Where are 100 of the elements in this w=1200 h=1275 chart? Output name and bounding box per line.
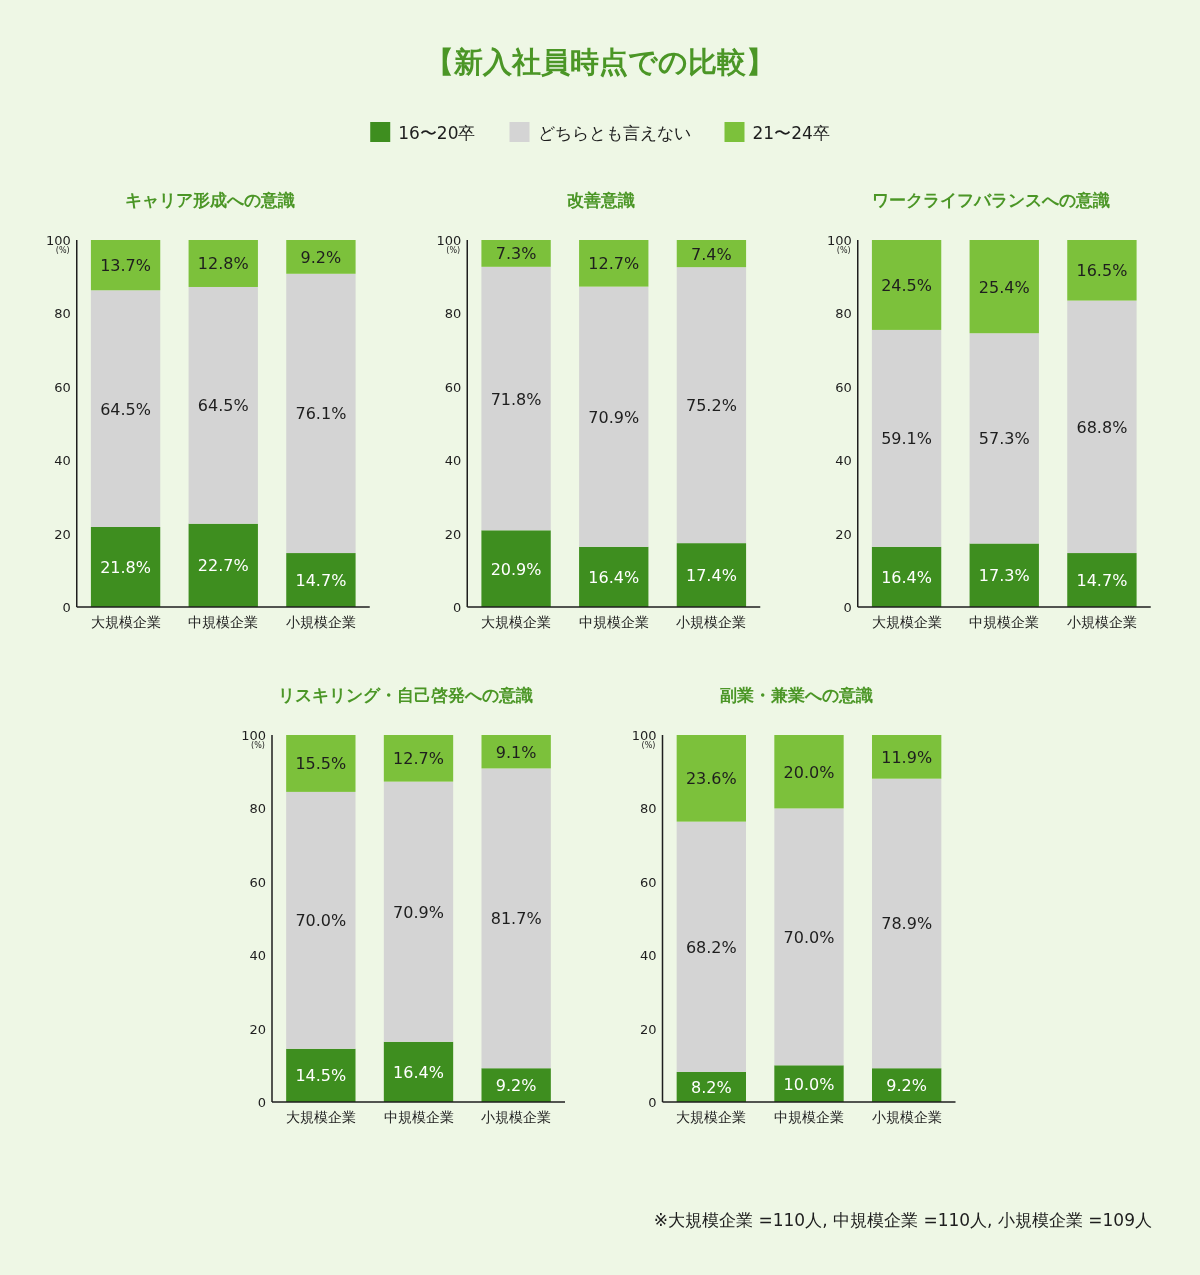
y-tick-label: 0 bbox=[452, 600, 462, 615]
bar bbox=[774, 808, 844, 1066]
bar bbox=[1067, 240, 1137, 301]
y-tick-label: 40 bbox=[54, 453, 71, 469]
y-tick-label: 100 bbox=[631, 728, 657, 743]
y-tick-label: 0 bbox=[62, 600, 71, 615]
data-label: 12.7% bbox=[588, 254, 640, 274]
legend-label: 16〜20卒 bbox=[398, 123, 476, 143]
data-label: 68.8% bbox=[1076, 417, 1128, 437]
data-label: 8.2% bbox=[691, 1077, 732, 1097]
data-label: 9.2% bbox=[300, 247, 342, 267]
x-tick-label: 小規模企業 bbox=[871, 1109, 942, 1125]
chart-title: キャリア形成への意識 bbox=[125, 190, 296, 210]
y-tick-label: 80 bbox=[54, 306, 71, 322]
y-tick-label: 80 bbox=[249, 801, 266, 817]
y-tick-label: 20 bbox=[249, 1021, 266, 1037]
bar bbox=[481, 530, 551, 607]
chart-title: 改善意識 bbox=[566, 190, 635, 210]
bar bbox=[286, 273, 356, 554]
data-label: 57.3% bbox=[978, 429, 1030, 449]
y-tick-label: 20 bbox=[444, 526, 462, 542]
chart-title: リスキリング・自己啓発への意識 bbox=[278, 685, 533, 705]
data-label: 9.2% bbox=[886, 1076, 927, 1096]
y-tick-label: 100 bbox=[436, 233, 462, 248]
bar bbox=[871, 329, 942, 547]
legend-label: 21〜24卒 bbox=[752, 123, 830, 143]
y-axis-title: (%) bbox=[55, 246, 70, 255]
y-tick-label: 20 bbox=[54, 526, 71, 542]
y-tick-label: 60 bbox=[54, 379, 71, 395]
x-tick-label: 大規模企業 bbox=[676, 1109, 747, 1125]
bar bbox=[286, 1048, 356, 1102]
x-tick-label: 中規模企業 bbox=[383, 1109, 454, 1125]
y-tick-label: 80 bbox=[835, 306, 852, 322]
y-tick-label: 60 bbox=[639, 874, 657, 890]
x-tick-label: 小規模企業 bbox=[676, 614, 747, 630]
x-tick-label: 大規模企業 bbox=[285, 1109, 356, 1125]
bar bbox=[383, 1041, 454, 1102]
bar bbox=[1067, 300, 1137, 554]
x-tick-label: 小規模企業 bbox=[481, 1109, 552, 1125]
data-label: 16.4% bbox=[881, 567, 932, 587]
y-tick-label: 60 bbox=[249, 874, 266, 890]
bar bbox=[383, 781, 454, 1042]
chart-title: 副業・兼業への意識 bbox=[719, 685, 873, 705]
bar bbox=[872, 778, 942, 1069]
data-label: 59.1% bbox=[881, 429, 932, 449]
y-tick-label: 80 bbox=[639, 801, 657, 817]
bar bbox=[871, 240, 942, 330]
chart-title: ワークライフバランスへの意識 bbox=[872, 190, 1111, 210]
data-label: 9.1% bbox=[495, 742, 537, 762]
bar bbox=[90, 240, 161, 291]
y-tick-label: 100 bbox=[241, 728, 266, 743]
y-axis-title: (%) bbox=[251, 741, 265, 750]
x-tick-label: 中規模企業 bbox=[578, 614, 649, 630]
y-tick-label: 40 bbox=[835, 453, 852, 469]
data-label: 17.4% bbox=[686, 566, 737, 586]
y-tick-label: 60 bbox=[835, 379, 852, 395]
y-tick-label: 100 bbox=[826, 233, 852, 248]
x-tick-label: 大規模企業 bbox=[481, 614, 552, 630]
bar bbox=[481, 240, 551, 267]
data-label: 16.5% bbox=[1076, 261, 1128, 281]
bar bbox=[286, 553, 356, 607]
bar bbox=[676, 267, 747, 544]
data-label: 78.9% bbox=[881, 914, 933, 934]
data-label: 14.7% bbox=[295, 571, 347, 591]
bar bbox=[676, 821, 747, 1072]
y-tick-label: 80 bbox=[444, 306, 462, 322]
data-label: 70.0% bbox=[295, 911, 347, 931]
bar bbox=[774, 735, 844, 809]
data-label: 16.4% bbox=[393, 1062, 444, 1082]
bar bbox=[871, 546, 942, 607]
y-tick-label: 0 bbox=[257, 1095, 266, 1110]
bar bbox=[481, 266, 551, 531]
bar bbox=[286, 735, 356, 792]
data-label: 11.9% bbox=[881, 747, 933, 767]
data-label: 20.9% bbox=[490, 559, 542, 579]
data-label: 71.8% bbox=[490, 389, 542, 409]
data-label: 7.3% bbox=[495, 244, 537, 264]
data-label: 70.9% bbox=[588, 407, 640, 427]
data-label: 22.7% bbox=[197, 556, 249, 576]
data-label: 9.2% bbox=[495, 1076, 537, 1096]
data-label: 14.5% bbox=[295, 1066, 347, 1086]
bar bbox=[969, 543, 1039, 607]
y-axis-title: (%) bbox=[641, 741, 656, 750]
data-label: 14.7% bbox=[1076, 571, 1128, 591]
bar bbox=[676, 543, 747, 607]
x-tick-label: 中規模企業 bbox=[188, 614, 259, 630]
x-tick-label: 中規模企業 bbox=[969, 614, 1040, 630]
data-label: 21.8% bbox=[100, 558, 151, 577]
text: 【新入社員時点での比較】 bbox=[425, 45, 775, 79]
data-label: 64.5% bbox=[100, 399, 151, 419]
data-label: 75.2% bbox=[686, 396, 737, 416]
data-label: 81.7% bbox=[490, 909, 542, 929]
y-axis-title: (%) bbox=[446, 246, 461, 255]
bar bbox=[481, 768, 551, 1069]
bar bbox=[90, 290, 161, 527]
bar bbox=[676, 735, 747, 822]
bar bbox=[1067, 553, 1137, 607]
bar bbox=[579, 240, 649, 287]
data-label: 10.0% bbox=[783, 1074, 835, 1094]
bar bbox=[188, 240, 258, 287]
